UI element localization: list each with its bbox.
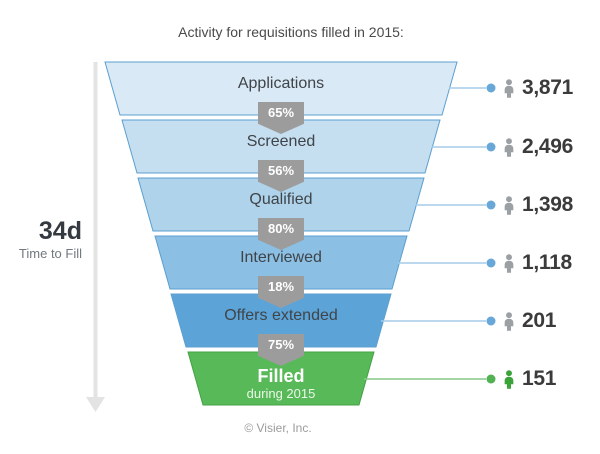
stage-label-filled-main: Filled bbox=[257, 366, 305, 386]
stage-count-row: 3,871 bbox=[503, 76, 573, 100]
connector-dot-icon bbox=[486, 83, 496, 93]
stage-label-qualified: Qualified bbox=[249, 191, 313, 208]
stage-label-filled: Filled during 2015 bbox=[105, 366, 457, 401]
time-to-fill-label: Time to Fill bbox=[18, 246, 82, 261]
connector-dot-icon bbox=[486, 258, 496, 268]
stage-count-row: 151 bbox=[503, 367, 556, 391]
stage-count-row: 2,496 bbox=[503, 135, 573, 159]
funnel-segment-qualified bbox=[137, 177, 425, 232]
person-icon bbox=[504, 253, 514, 273]
person-icon bbox=[504, 311, 514, 331]
stage-count: 201 bbox=[522, 309, 557, 332]
stage-label-filled-sub: during 2015 bbox=[246, 386, 316, 401]
stage-count-row: 1,118 bbox=[503, 251, 572, 275]
connector-dot-icon bbox=[486, 374, 496, 384]
stage-count-row: 1,398 bbox=[503, 193, 573, 217]
stage-count: 1,398 bbox=[522, 193, 574, 216]
time-axis-arrowhead-icon bbox=[86, 397, 105, 412]
stage-label-applications: Applications bbox=[237, 75, 325, 92]
stage-count: 2,496 bbox=[522, 135, 574, 158]
time-to-fill-annotation: 34d Time to Fill bbox=[0, 218, 82, 262]
funnel-segment-filled bbox=[187, 351, 375, 406]
stage-count: 1,118 bbox=[522, 251, 572, 274]
connector-dot-icon bbox=[486, 316, 496, 326]
person-icon bbox=[504, 137, 514, 157]
stage-count: 151 bbox=[522, 367, 557, 390]
stage-label-interviewed: Interviewed bbox=[240, 249, 322, 266]
stage-label-offers-extended: Offers extended bbox=[224, 307, 338, 324]
funnel-segment-screened bbox=[121, 119, 441, 174]
funnel-segment-applications bbox=[104, 61, 458, 116]
funnel-segment-offers-extended bbox=[170, 293, 392, 348]
time-to-fill-value: 34d bbox=[38, 217, 82, 245]
connector-dot-icon bbox=[486, 142, 496, 152]
stage-label-screened: Screened bbox=[246, 133, 316, 150]
conversion-badge: 80% bbox=[258, 218, 304, 250]
person-icon bbox=[504, 369, 514, 389]
stage-count: 3,871 bbox=[522, 76, 574, 99]
person-icon bbox=[504, 195, 514, 215]
stage-count-row: 201 bbox=[503, 309, 556, 333]
person-icon bbox=[504, 78, 514, 98]
copyright-text: © Visier, Inc. bbox=[244, 421, 312, 435]
chart-title: Activity for requisitions filled in 2015… bbox=[178, 24, 404, 40]
connector-dot-icon bbox=[486, 200, 496, 210]
funnel-segment-interviewed bbox=[154, 235, 408, 290]
